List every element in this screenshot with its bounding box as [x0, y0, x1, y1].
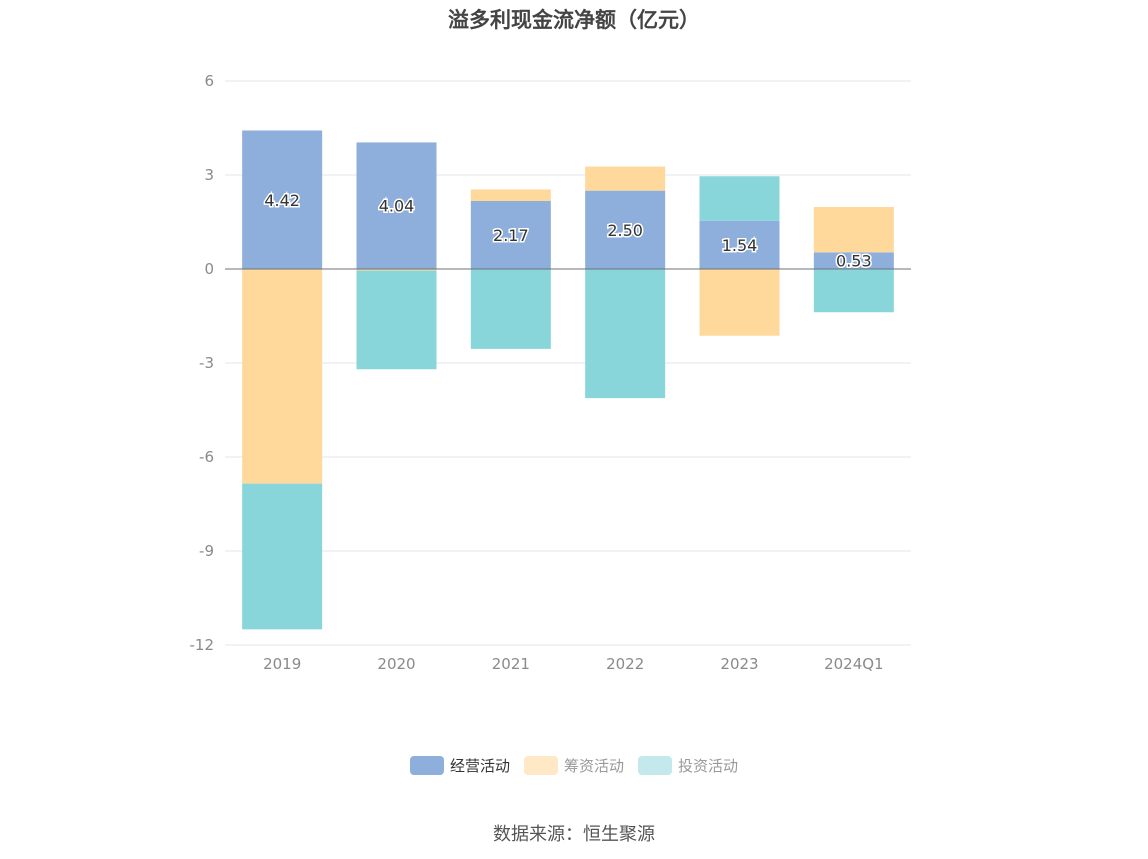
bar-2021-investing[interactable]: [470, 269, 551, 349]
data-labels: 4.42 4.04 2.17 2.50 1.54 0.53: [263, 189, 873, 272]
y-tick-label: -6: [199, 448, 214, 466]
bar-2022-financing[interactable]: [585, 166, 666, 191]
data-label: 0.53: [836, 252, 872, 271]
x-tick-label: 2020: [377, 655, 415, 673]
data-label: 2.50: [607, 221, 643, 240]
bar-2023-financing[interactable]: [699, 269, 780, 336]
data-label: 1.54: [722, 236, 758, 255]
legend-item-operating[interactable]: 经营活动: [409, 755, 510, 776]
grid-lines: [225, 80, 911, 646]
y-tick-label: 6: [204, 72, 214, 90]
x-tick-label: 2024Q1: [824, 655, 884, 673]
bar-2019-investing[interactable]: [242, 483, 323, 630]
bar-2024Q1-investing[interactable]: [813, 269, 894, 313]
x-tick-label: 2019: [263, 655, 301, 673]
y-axis-ticks: 6 3 0 -3 -6 -9 -12: [190, 72, 215, 654]
chart-area: 6 3 0 -3 -6 -9 -12 4.42 4.04 2.17 2.50 1.54 0.53 20…: [190, 72, 911, 673]
data-source: 数据来源：恒生聚源: [493, 824, 655, 845]
data-label: 2.17: [493, 226, 529, 245]
x-axis-ticks: 2019 2020 2021 2022 2023 2024Q1: [263, 655, 884, 673]
bar-2020-operating[interactable]: [356, 142, 437, 269]
legend: 经营活动 筹资活动 投资活动: [0, 755, 1148, 776]
bar-2022-investing[interactable]: [585, 269, 666, 399]
bar-2019-operating[interactable]: [242, 130, 323, 269]
legend-item-financing[interactable]: 筹资活动: [523, 755, 624, 776]
data-label: 4.04: [379, 197, 415, 216]
legend-swatch: [638, 756, 672, 775]
legend-item-investing[interactable]: 投资活动: [638, 755, 738, 776]
legend-label: 经营活动: [449, 757, 510, 775]
bar-2022-operating[interactable]: [585, 190, 666, 269]
zero-baseline: [225, 268, 911, 646]
y-tick-label: -3: [199, 354, 214, 372]
data-label: 4.42: [264, 191, 300, 210]
legend-swatch: [409, 756, 444, 775]
bar-2024Q1-financing[interactable]: [813, 206, 894, 253]
y-tick-label: 0: [204, 260, 214, 278]
legend-label: 筹资活动: [563, 757, 624, 775]
bar-2019-financing[interactable]: [242, 269, 323, 484]
bar-2023-operating[interactable]: [699, 220, 780, 269]
y-tick-label: 3: [204, 166, 214, 184]
bar-2024Q1-operating[interactable]: [813, 252, 894, 269]
x-tick-label: 2023: [720, 655, 758, 673]
bar-2020-financing[interactable]: [356, 269, 437, 271]
legend-label: 投资活动: [678, 757, 739, 775]
y-tick-label: -12: [190, 636, 215, 654]
chart-title: 溢多利现金流净额（亿元）: [448, 8, 700, 32]
x-tick-label: 2022: [606, 655, 644, 673]
x-tick-label: 2021: [492, 655, 530, 673]
bar-2021-financing[interactable]: [470, 189, 551, 202]
bar-2021-operating[interactable]: [470, 201, 551, 269]
bars: [242, 130, 894, 630]
legend-swatch: [523, 756, 558, 775]
y-tick-label: -9: [199, 542, 214, 560]
bar-2020-investing[interactable]: [356, 270, 437, 370]
bar-2023-investing[interactable]: [699, 176, 780, 221]
